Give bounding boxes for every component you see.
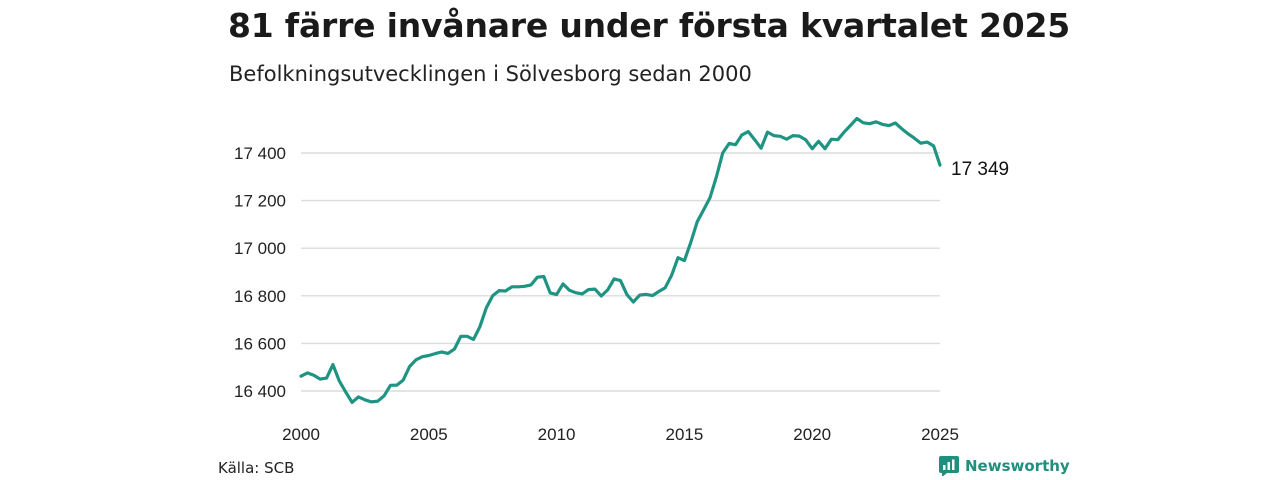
- y-tick-label: 17 000: [234, 239, 286, 258]
- brand-logo[interactable]: Newsworthy: [939, 456, 1070, 476]
- x-tick-label: 2010: [538, 425, 576, 444]
- y-tick-label: 16 800: [234, 287, 286, 306]
- x-axis-ticks: 2000 2005 2010 2015 2020 2025: [282, 425, 959, 444]
- brand-name: Newsworthy: [965, 457, 1070, 475]
- x-tick-label: 2020: [793, 425, 831, 444]
- end-value-label: 17 349: [951, 159, 1009, 180]
- y-tick-label: 16 400: [234, 382, 286, 401]
- x-tick-label: 2015: [665, 425, 703, 444]
- x-tick-label: 2025: [921, 425, 959, 444]
- chart-subtitle: Befolkningsutvecklingen i Sölvesborg sed…: [229, 62, 752, 86]
- x-tick-label: 2005: [410, 425, 448, 444]
- y-tick-label: 17 200: [234, 192, 286, 211]
- source-note: Källa: SCB: [218, 459, 295, 477]
- population-line: [299, 116, 942, 404]
- x-tick-label: 2000: [282, 425, 320, 444]
- chart-title: 81 färre invånare under första kvartalet…: [228, 6, 1071, 45]
- newsworthy-logo-icon: [939, 456, 959, 476]
- y-tick-label: 17 400: [234, 144, 286, 163]
- y-tick-label: 16 600: [234, 334, 286, 353]
- gridlines: [301, 152, 940, 392]
- y-axis-ticks: 16 400 16 600 16 800 17 000 17 200 17 400: [234, 144, 286, 401]
